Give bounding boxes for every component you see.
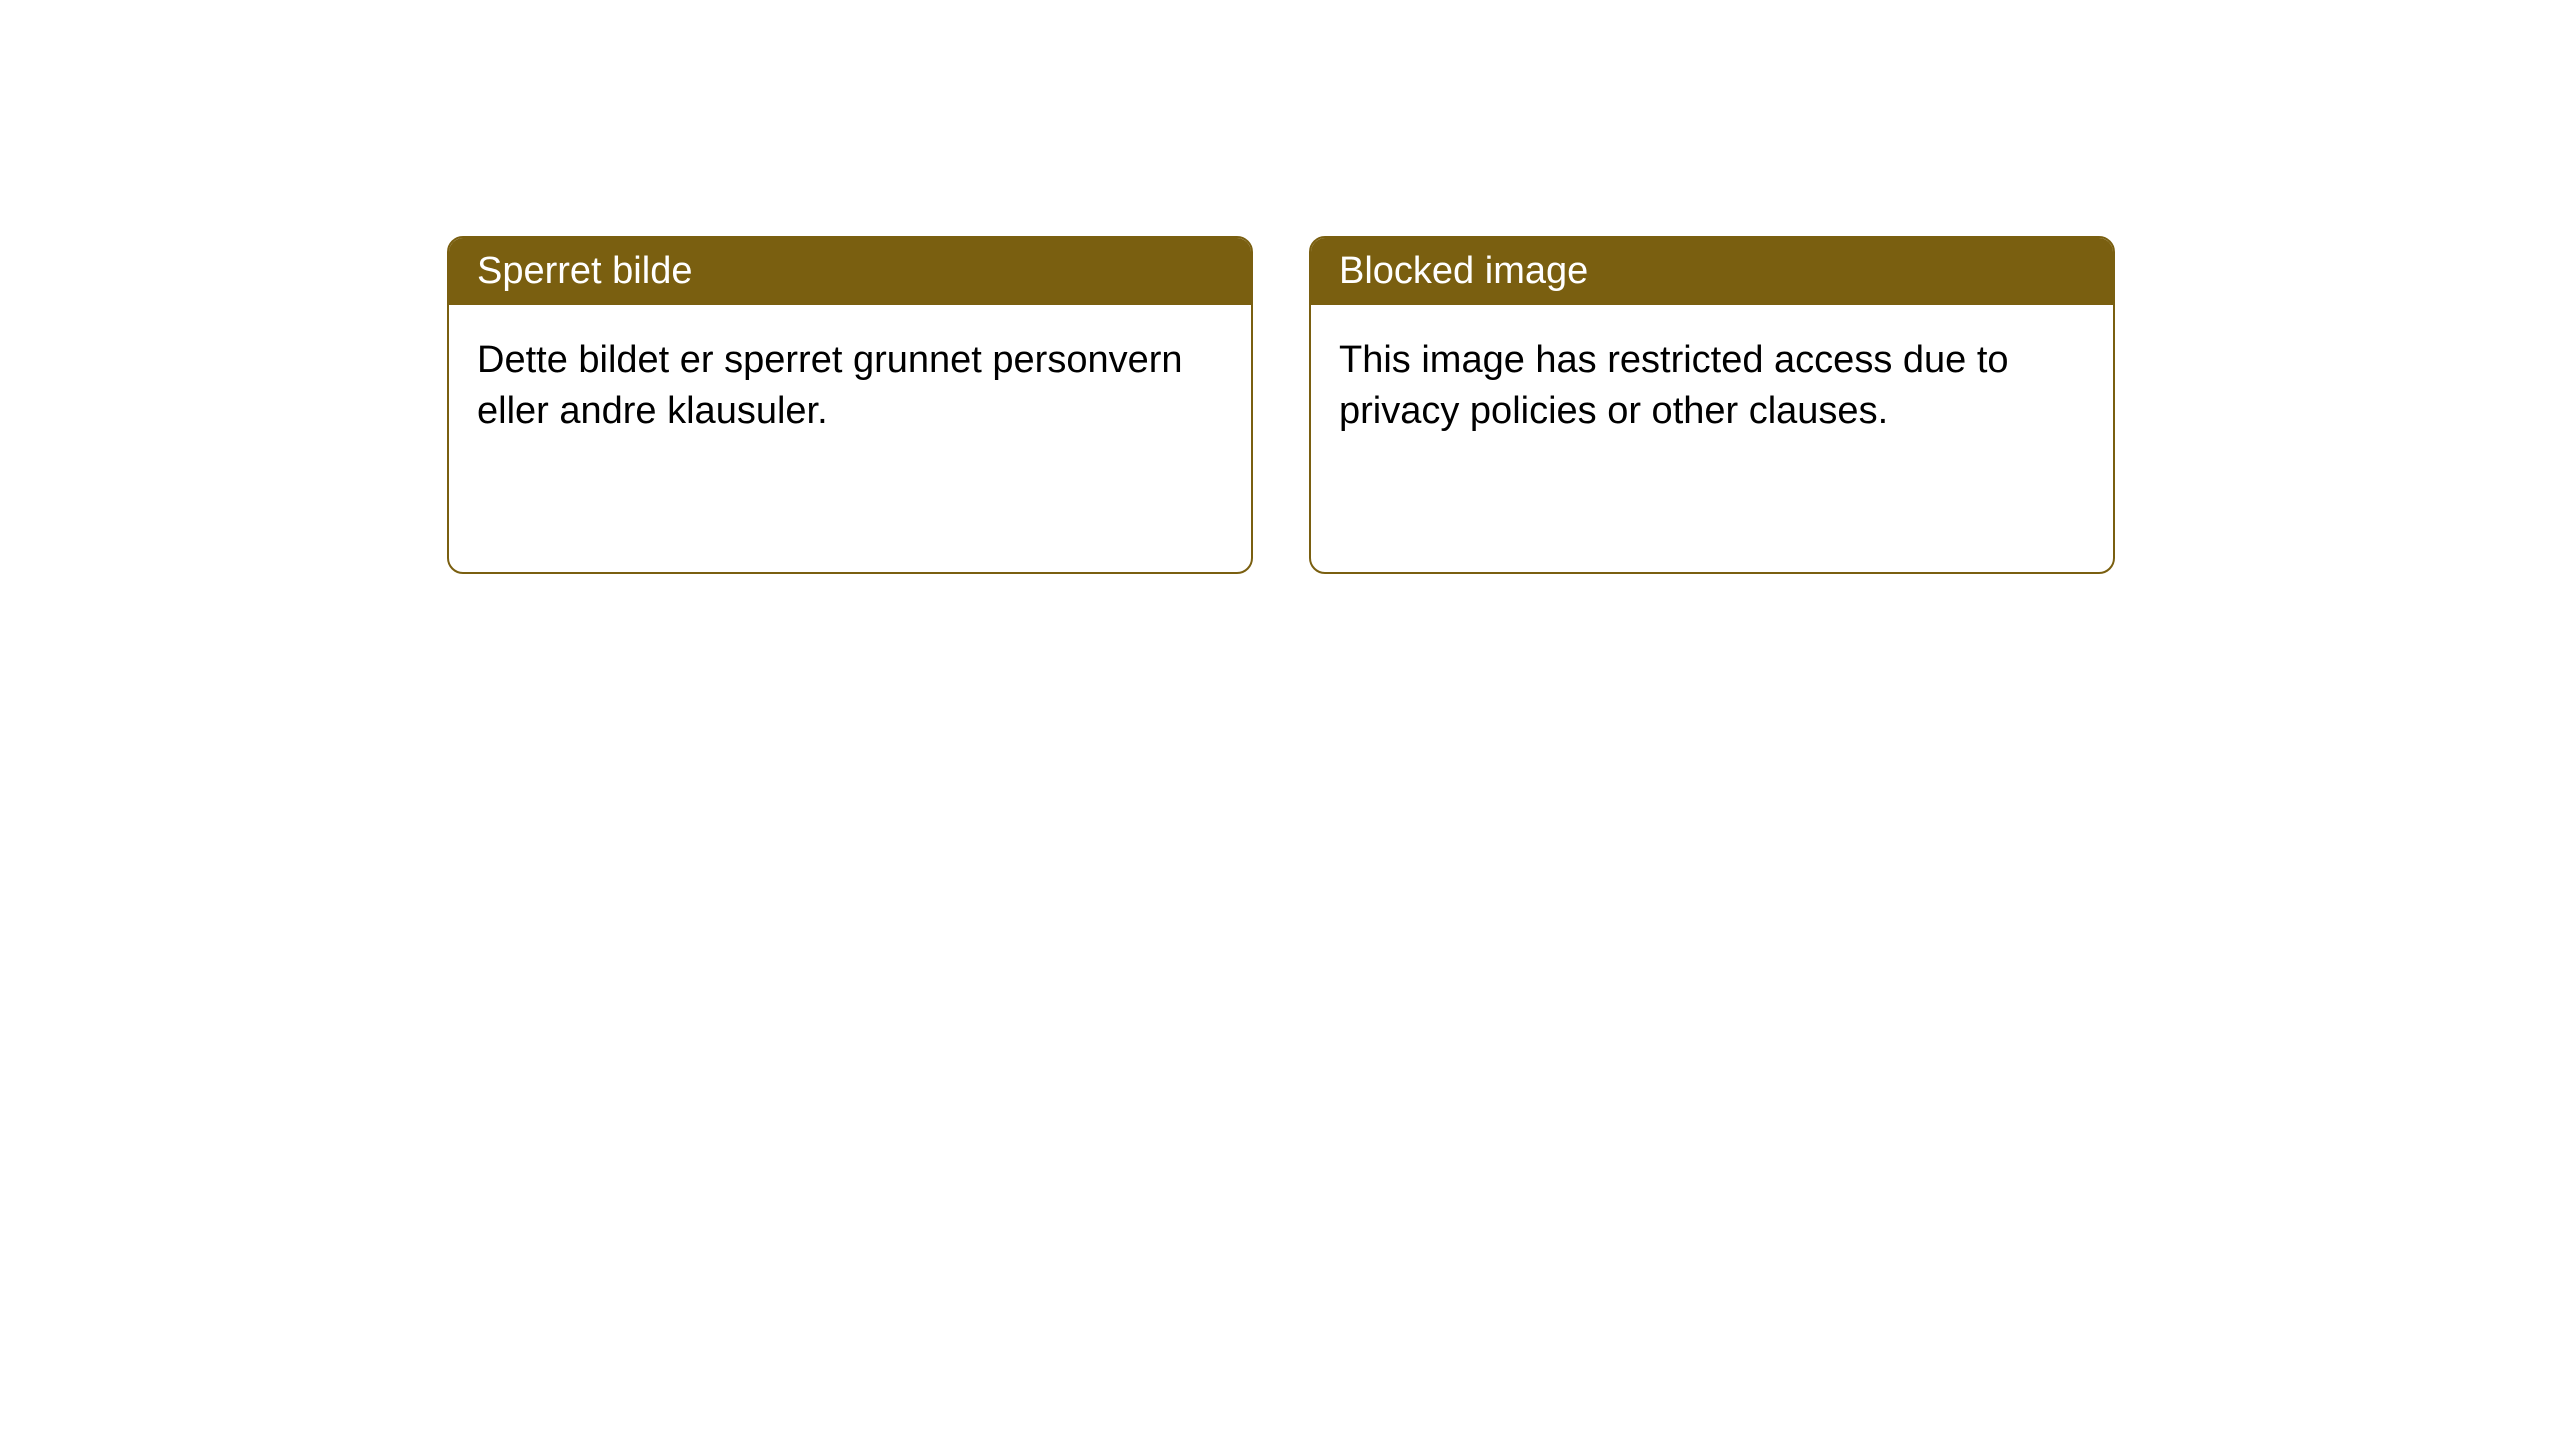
card-body: Dette bildet er sperret grunnet personve…: [449, 305, 1251, 468]
notice-card-norwegian: Sperret bilde Dette bildet er sperret gr…: [447, 236, 1253, 574]
card-title: Blocked image: [1339, 250, 1588, 292]
notice-card-english: Blocked image This image has restricted …: [1309, 236, 2115, 574]
card-header: Sperret bilde: [449, 238, 1251, 305]
card-header: Blocked image: [1311, 238, 2113, 305]
card-title: Sperret bilde: [477, 250, 692, 292]
card-body-text: This image has restricted access due to …: [1339, 339, 2009, 432]
notice-cards-container: Sperret bilde Dette bildet er sperret gr…: [447, 236, 2115, 574]
card-body: This image has restricted access due to …: [1311, 305, 2113, 468]
card-body-text: Dette bildet er sperret grunnet personve…: [477, 339, 1183, 432]
